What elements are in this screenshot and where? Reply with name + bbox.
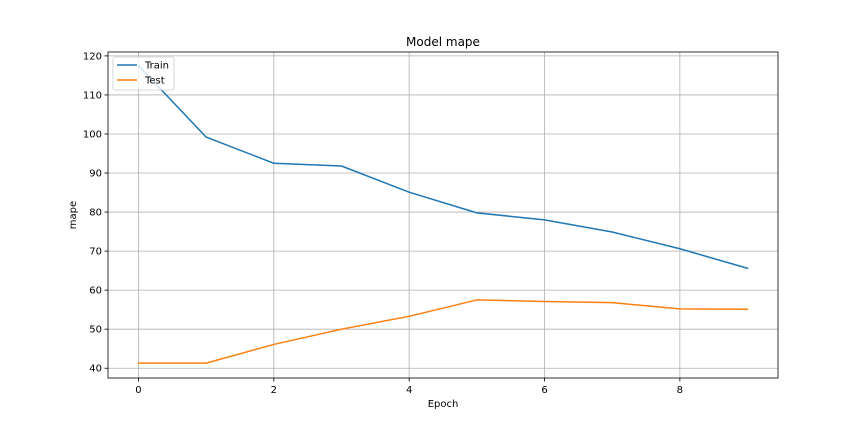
y-tick-label: 110 (83, 90, 102, 101)
x-tick-label: 4 (406, 385, 412, 396)
x-tick-label: 8 (677, 385, 683, 396)
legend-label-train: Train (144, 61, 169, 72)
chart-title: Model mape (406, 35, 480, 49)
axis-ticks: 0 2 4 6 8 40 50 60 70 80 90 100 110 120 (83, 51, 683, 396)
y-tick-label: 90 (89, 169, 102, 180)
y-tick-label: 60 (89, 286, 102, 297)
axes-frame (107, 51, 779, 379)
y-tick-label: 40 (89, 364, 102, 375)
series-line-test (137, 299, 749, 364)
series-lines (137, 64, 749, 364)
legend: Train Test (112, 56, 175, 91)
x-tick-label: 0 (135, 385, 141, 396)
series-line-train (137, 64, 749, 270)
grid (108, 52, 778, 378)
x-tick-label: 2 (271, 385, 277, 396)
y-tick-label: 70 (89, 247, 102, 258)
x-axis-label: Epoch (428, 399, 459, 410)
y-tick-label: 100 (83, 129, 102, 140)
y-tick-label: 50 (89, 325, 102, 336)
x-tick-label: 6 (541, 385, 547, 396)
y-tick-label: 80 (89, 208, 102, 219)
legend-label-test: Test (144, 76, 165, 87)
y-axis-label: mape (68, 201, 79, 229)
y-tick-label: 120 (83, 51, 102, 62)
